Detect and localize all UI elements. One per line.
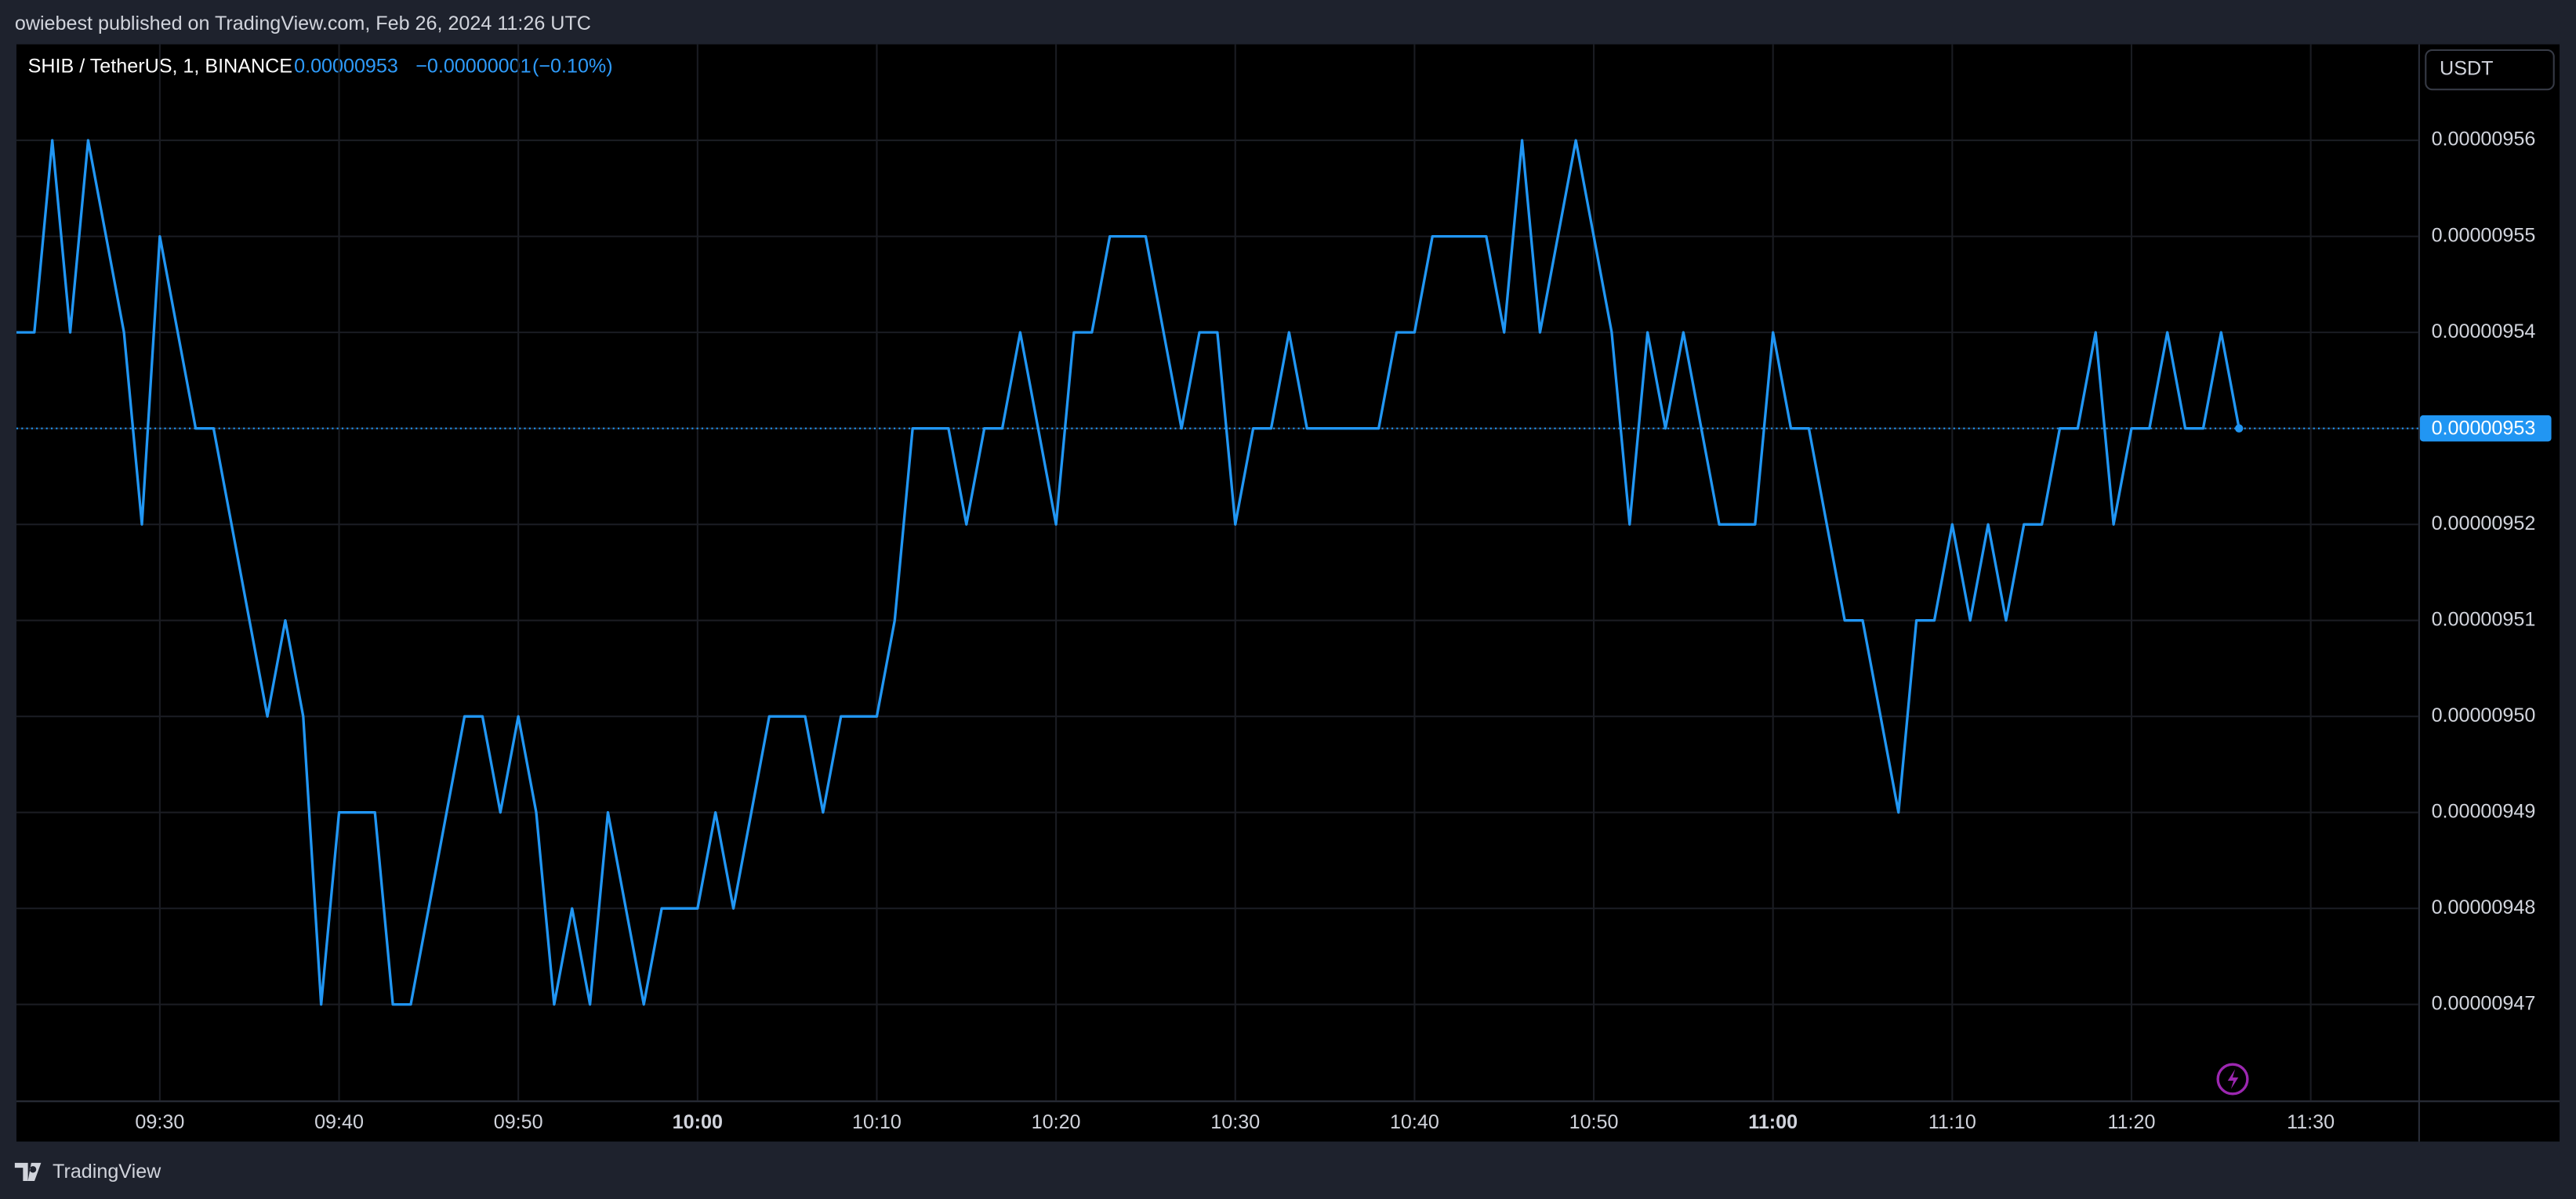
y-tick-label: 0.00000955 — [2432, 224, 2536, 246]
x-tick-label: 11:00 — [1748, 1111, 1798, 1133]
x-tick-label: 10:10 — [852, 1111, 902, 1133]
change-percent: (−0.10%) — [532, 56, 613, 78]
x-tick-label: 10:40 — [1390, 1111, 1439, 1133]
x-tick-label: 10:50 — [1569, 1111, 1619, 1133]
x-tick-label: 10:00 — [673, 1111, 723, 1133]
x-tick-label: 09:30 — [135, 1111, 184, 1133]
currency[interactable]: USDT — [2440, 58, 2493, 80]
logo — [14, 1162, 42, 1181]
y-tick-label: 0.00000949 — [2432, 800, 2536, 822]
y-tick-label: 0.00000951 — [2432, 608, 2536, 630]
x-tick-label: 10:20 — [1032, 1111, 1081, 1133]
y-tick-label: 0.00000952 — [2432, 513, 2536, 534]
x-tick-label: 11:10 — [1928, 1111, 1976, 1133]
plot-area: 0.00000947 0.00000948 0.00000949 0.00000950… — [16, 44, 2552, 1133]
last-price: 0.00000953 — [294, 56, 398, 78]
price-line — [16, 139, 2240, 1006]
last-price-label: 0.00000953 — [2432, 417, 2536, 439]
alert-icon[interactable] — [2216, 1063, 2249, 1096]
chart-pane — [16, 44, 2560, 1142]
y-tick-label: 0.00000948 — [2432, 897, 2536, 918]
y-tick-label: 0.00000950 — [2432, 705, 2536, 726]
x-tick-label: 11:30 — [2287, 1111, 2335, 1133]
y-tick-label: 0.00000954 — [2432, 321, 2536, 342]
alert-bolt — [2227, 1069, 2239, 1089]
change: −0.00000001 — [415, 56, 531, 78]
brand: TradingView — [53, 1161, 161, 1183]
last-price-box — [2419, 415, 2552, 442]
x-tick-label: 10:30 — [1210, 1111, 1260, 1133]
x-tick-label: 11:20 — [2107, 1111, 2155, 1133]
y-tick-label: 0.00000947 — [2432, 992, 2536, 1014]
x-tick-label: 09:40 — [314, 1111, 364, 1133]
y-tick-label: 0.00000956 — [2432, 129, 2536, 150]
currency-button[interactable] — [2425, 49, 2555, 91]
last-point — [2234, 424, 2244, 433]
publisher: owiebest published on TradingView.com, F… — [15, 13, 591, 34]
x-tick-label: 09:50 — [494, 1111, 543, 1133]
